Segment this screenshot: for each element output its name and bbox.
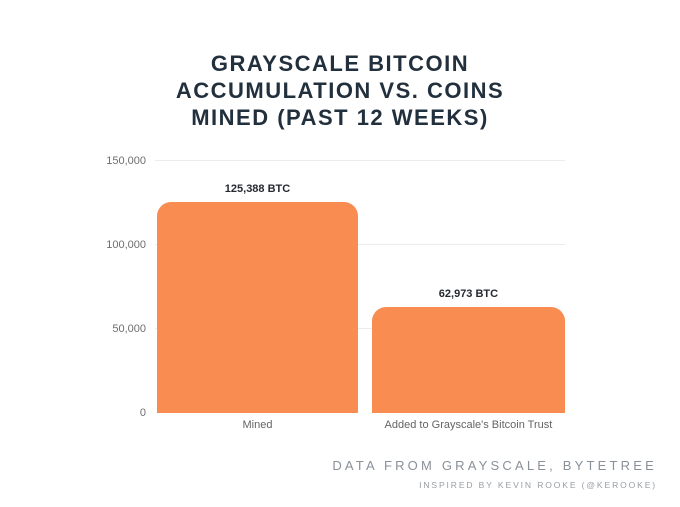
y-tick-label: 0 [139, 407, 146, 419]
chart-title-line-2: ACCUMULATION VS. COINS [175, 78, 505, 103]
y-tick-label: 150,000 [106, 155, 146, 167]
gridline [155, 244, 565, 245]
inspiration-credit: INSPIRED BY KEVIN ROOKE (@KEROOKE) [419, 480, 657, 490]
y-tick-label: 100,000 [106, 239, 146, 251]
plot-area: 0 50,000 100,000 150,000 125,388 BTC Mined 62,… [106, 155, 565, 431]
bar-category-label: Mined [242, 419, 273, 431]
bar-value-label: 62,973 BTC [438, 288, 499, 301]
bar-value-label: 125,388 BTC [224, 183, 291, 196]
gridline [155, 328, 565, 329]
chart-title-line-1: GRAYSCALE BITCOIN [210, 51, 470, 76]
gridline [155, 160, 565, 161]
chart-title: GRAYSCALE BITCOIN ACCUMULATION VS. COINS… [0, 50, 680, 131]
attribution-footer: DATA FROM GRAYSCALE, BYTETREE INSPIRED B… [332, 458, 657, 490]
bar-grayscale-trust [371, 307, 565, 413]
y-tick-label: 50,000 [112, 323, 146, 335]
data-source-credit: DATA FROM GRAYSCALE, BYTETREE [332, 458, 657, 473]
bar-category-label: Added to Grayscale's Bitcoin Trust [384, 419, 553, 431]
chart-title-line-3: MINED (PAST 12 WEEKS) [191, 105, 489, 130]
bar-mined [157, 202, 358, 413]
